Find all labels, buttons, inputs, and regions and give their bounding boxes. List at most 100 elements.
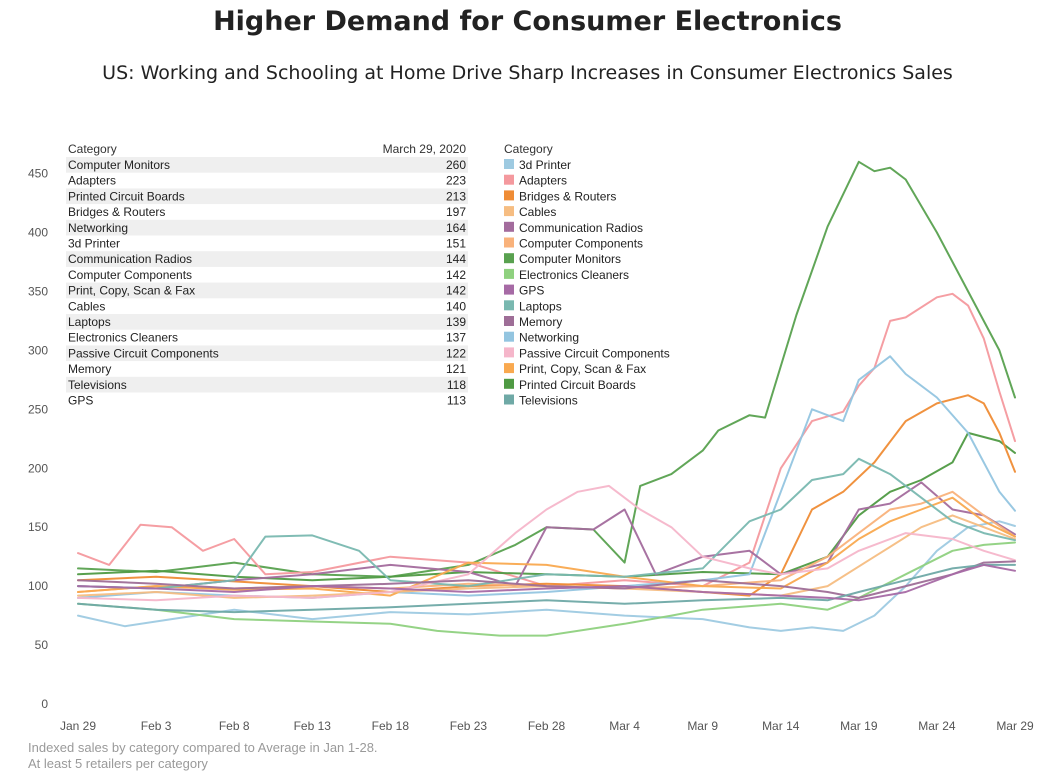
table-row-bg [66, 219, 468, 236]
table-cell-category: Computer Monitors [68, 158, 170, 172]
legend-label: Networking [519, 331, 579, 345]
legend-swatch [504, 174, 514, 185]
y-tick-label: 350 [28, 284, 48, 298]
legend-swatch [504, 363, 514, 374]
y-tick-label: 0 [41, 697, 48, 711]
x-tick-label: Jan 29 [60, 719, 96, 733]
y-tick-label: 300 [28, 343, 48, 357]
table-cell-category: Memory [68, 362, 111, 376]
series-line [77, 541, 1016, 637]
table-cell-value: 142 [446, 268, 466, 282]
table-cell-value: 164 [446, 221, 466, 235]
series-line [77, 457, 1016, 590]
legend-swatch [504, 331, 514, 342]
legend-label: Bridges & Routers [519, 189, 616, 203]
table-cell-value: 137 [446, 331, 466, 345]
table-row-bg [66, 188, 468, 205]
legend-label: Electronics Cleaners [519, 268, 629, 282]
x-tick-label: Mar 24 [918, 719, 956, 733]
series-line [77, 160, 1016, 578]
legend-label: Print, Copy, Scan & Fax [519, 362, 646, 376]
table-cell-value: 144 [446, 252, 466, 266]
table-row-bg [66, 282, 468, 299]
y-tick-label: 250 [28, 402, 48, 416]
table-cell-value: 139 [446, 315, 466, 329]
table-cell-category: Print, Copy, Scan & Fax [68, 284, 195, 298]
table-cell-value: 118 [447, 378, 466, 392]
table-cell-category: Adapters [68, 174, 116, 188]
y-tick-label: 100 [28, 579, 48, 593]
chart-subtitle: US: Working and Schooling at Home Drive … [102, 62, 953, 84]
x-tick-label: Mar 9 [687, 719, 718, 733]
x-tick-label: Feb 28 [528, 719, 566, 733]
series-line [77, 563, 1016, 614]
legend-swatch [504, 316, 514, 326]
x-tick-label: Mar 19 [840, 719, 878, 733]
legend-swatch [504, 378, 514, 389]
table-cell-value: 121 [446, 362, 466, 376]
x-axis: Jan 29 Feb 3 Feb 8 Feb 13 Feb 18 Feb 23 Feb 28… [60, 719, 1034, 733]
legend-label: Televisions [519, 394, 578, 408]
table-row-bg [66, 345, 468, 362]
legend-label: 3d Printer [519, 158, 571, 172]
legend-label: Memory [519, 315, 562, 329]
legend-swatch [504, 206, 514, 217]
table-cell-category: Passive Circuit Components [68, 346, 219, 360]
table-cell-value: 142 [446, 284, 466, 298]
legend-label: Computer Components [519, 237, 643, 251]
table-cell-value: 223 [446, 174, 466, 188]
table-cell-value: 113 [447, 394, 466, 408]
y-tick-label: 450 [28, 167, 48, 181]
table-row-bg [66, 376, 468, 393]
legend-swatch [504, 347, 514, 358]
series-lines [77, 160, 1016, 637]
table-header-value: March 29, 2020 [383, 142, 467, 156]
legend-label: Adapters [519, 174, 567, 188]
table-cell-category: Cables [68, 299, 105, 313]
x-tick-label: Mar 4 [609, 719, 640, 733]
table-cell-category: Laptops [68, 315, 111, 329]
x-tick-label: Feb 23 [450, 719, 488, 733]
table-cell-value: 122 [446, 346, 466, 360]
series-line [77, 431, 1016, 582]
legend-label: GPS [519, 284, 544, 298]
table-row-bg [66, 157, 468, 173]
legend-swatch [504, 253, 514, 264]
table-cell-value: 151 [446, 237, 466, 251]
legend-title: Category [504, 142, 553, 156]
y-tick-label: 50 [35, 638, 49, 652]
legend-swatch [504, 190, 514, 201]
legend-label: Laptops [519, 299, 562, 313]
footnote-line-2: At least 5 retailers per category [28, 756, 208, 771]
y-tick-label: 150 [28, 520, 48, 534]
table-cell-value: 213 [446, 189, 466, 203]
table-cell-category: Televisions [68, 378, 127, 392]
table-cell-category: Communication Radios [68, 252, 192, 266]
legend-swatch [504, 159, 514, 169]
x-tick-label: Feb 8 [219, 719, 250, 733]
legend-label: Passive Circuit Components [519, 346, 670, 360]
legend-swatch [504, 394, 514, 405]
series-line [77, 560, 1016, 599]
table-cell-category: GPS [68, 394, 93, 408]
legend-swatch [504, 284, 514, 295]
x-tick-label: Mar 14 [762, 719, 800, 733]
values-table: Category March 29, 2020 Computer Monitors 2… [66, 142, 468, 408]
legend-label: Printed Circuit Boards [519, 378, 636, 392]
legend-swatch [504, 268, 514, 279]
legend-label: Cables [519, 205, 556, 219]
table-row-bg [66, 314, 468, 330]
x-tick-label: Feb 18 [372, 719, 410, 733]
table-cell-value: 140 [446, 299, 466, 313]
legend-label: Computer Monitors [519, 252, 621, 266]
table-cell-category: Computer Components [68, 268, 192, 282]
table-cell-category: 3d Printer [68, 237, 120, 251]
y-tick-label: 400 [28, 226, 48, 240]
table-cell-value: 197 [446, 205, 466, 219]
table-row-bg [66, 251, 468, 267]
x-tick-label: Mar 29 [996, 719, 1034, 733]
table-cell-category: Networking [68, 221, 128, 235]
series-line [77, 484, 1016, 602]
